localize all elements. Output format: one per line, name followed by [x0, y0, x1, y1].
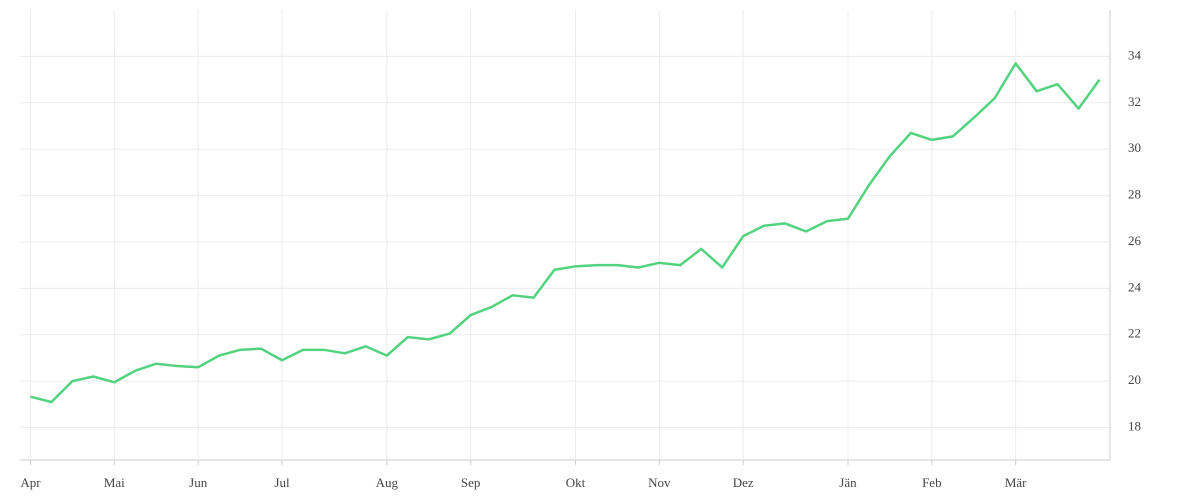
x-tick-label: Feb [922, 475, 942, 490]
x-tick-label: Okt [566, 475, 586, 490]
line-series [30, 62, 1101, 404]
x-tick-label: Sep [461, 475, 481, 490]
x-tick-label: Mai [104, 475, 125, 490]
x-tick-label: Mär [1005, 475, 1027, 490]
x-tick-label: Dez [733, 475, 754, 490]
x-tick-label: Nov [648, 475, 671, 490]
y-tick-label: 24 [1128, 279, 1142, 294]
x-tick-label: Jun [189, 475, 208, 490]
y-tick-label: 34 [1128, 47, 1142, 62]
x-tick-label: Jän [839, 475, 857, 490]
y-tick-label: 20 [1128, 372, 1141, 387]
x-tick-label: Jul [274, 475, 290, 490]
y-tick-label: 22 [1128, 326, 1141, 341]
x-tick-label: Apr [20, 475, 41, 490]
y-tick-label: 32 [1128, 94, 1141, 109]
y-tick-label: 28 [1128, 187, 1141, 202]
x-tick-label: Aug [376, 475, 399, 490]
y-tick-label: 18 [1128, 419, 1141, 434]
y-tick-label: 26 [1128, 233, 1142, 248]
y-tick-label: 30 [1128, 140, 1141, 155]
